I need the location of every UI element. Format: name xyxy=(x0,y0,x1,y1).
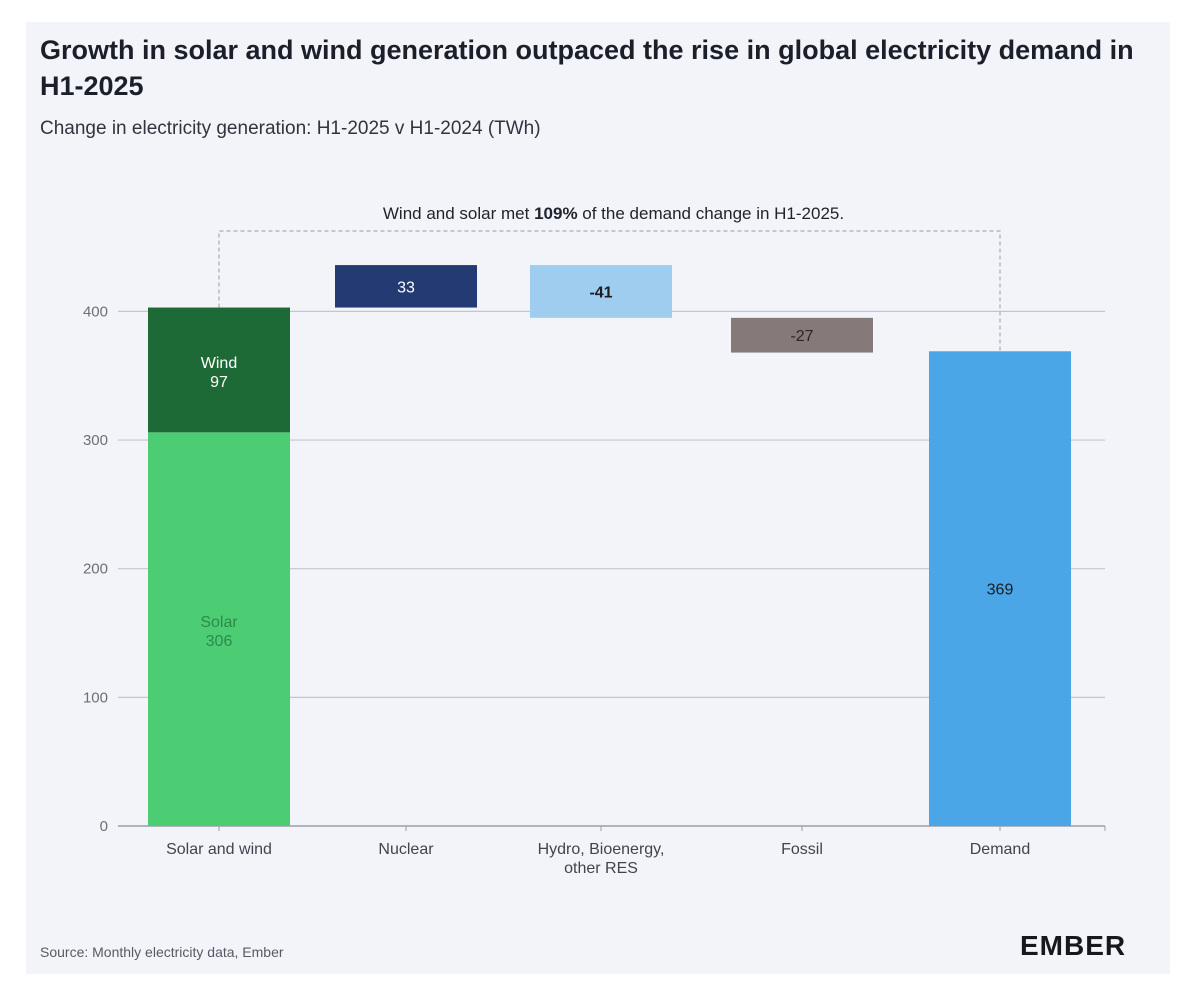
x-tick-label: Demand xyxy=(970,841,1030,858)
bar-segment xyxy=(148,307,290,433)
bar-segment-name: Solar xyxy=(200,614,238,631)
chart-subtitle: Change in electricity generation: H1-202… xyxy=(40,118,541,139)
x-tick-label: Hydro, Bioenergy, xyxy=(538,841,665,858)
bar-segment xyxy=(731,317,873,353)
annotation-suffix: of the demand change in H1-2025. xyxy=(578,204,845,223)
annotation-text: Wind and solar met 109% of the demand ch… xyxy=(383,204,844,223)
data-label: -27 xyxy=(790,328,813,345)
x-tick-label: other RES xyxy=(564,860,638,877)
data-label: 369 xyxy=(987,582,1014,599)
x-tick-label: Solar and wind xyxy=(166,841,272,858)
ember-logo: EMBER xyxy=(1020,930,1127,961)
data-label: 306 xyxy=(206,633,233,650)
y-tick-label: 400 xyxy=(83,303,108,320)
y-tick-label: 100 xyxy=(83,689,108,706)
x-axis: Solar and wind Nuclear Hydro, Bioenergy, ot… xyxy=(166,841,1030,877)
bars: Solar 306 Wind 97 33 -41 -27 369 xyxy=(148,265,1071,826)
bar-segment xyxy=(148,432,290,826)
bracket-line xyxy=(218,230,1001,352)
data-label: 97 xyxy=(210,374,228,391)
annotation-bold: 109% xyxy=(534,204,577,223)
data-label: 33 xyxy=(397,279,415,296)
y-tick-label: 200 xyxy=(83,561,108,578)
data-label: -41 xyxy=(589,284,612,301)
bar-segment xyxy=(530,265,672,318)
chart-title: Growth in solar and wind generation outp… xyxy=(40,35,1134,101)
y-axis: 0 100 200 300 400 xyxy=(83,303,108,835)
x-tick-label: Nuclear xyxy=(378,841,434,858)
bar-segment xyxy=(929,351,1071,826)
bar-segment xyxy=(335,265,477,308)
annotation-bracket xyxy=(218,230,1001,352)
bar-segment-name: Wind xyxy=(201,355,237,372)
annotation-prefix: Wind and solar met xyxy=(383,204,534,223)
source-note: Source: Monthly electricity data, Ember xyxy=(40,944,284,960)
y-tick-label: 300 xyxy=(83,432,108,449)
x-tick-label: Fossil xyxy=(781,841,823,858)
y-tick-label: 0 xyxy=(100,818,108,835)
